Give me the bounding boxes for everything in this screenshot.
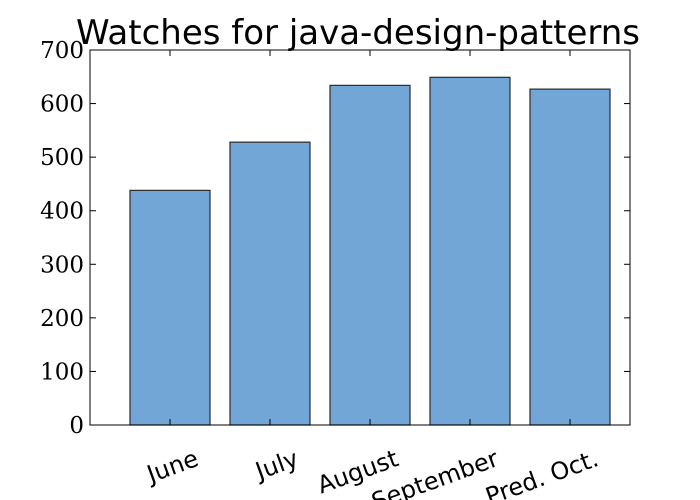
x-tick-label: July <box>250 444 302 486</box>
bar-july <box>229 141 311 426</box>
y-tick-label: 600 <box>40 92 84 118</box>
bar-september <box>429 76 511 426</box>
plot-frame <box>89 49 631 426</box>
x-tick-label: June <box>141 444 202 489</box>
y-tick-label: 200 <box>40 306 84 332</box>
y-tick-label: 500 <box>40 145 84 171</box>
y-tick-label: 400 <box>40 199 84 225</box>
bar-june <box>129 189 211 426</box>
bars-group <box>129 76 611 426</box>
y-tick-label: 300 <box>40 252 84 278</box>
chart-title: Watches for java-design-patterns <box>76 13 640 53</box>
bar-august <box>329 84 411 426</box>
y-tick-label: 100 <box>40 359 84 385</box>
y-axis-ticks: 0 100 200 300 400 500 600 700 <box>40 38 630 439</box>
bar-pred-oct <box>529 88 611 426</box>
x-tick-label: Pred. Oct. <box>482 444 602 500</box>
y-tick-label: 700 <box>40 38 84 64</box>
y-tick-label: 0 <box>69 413 84 439</box>
